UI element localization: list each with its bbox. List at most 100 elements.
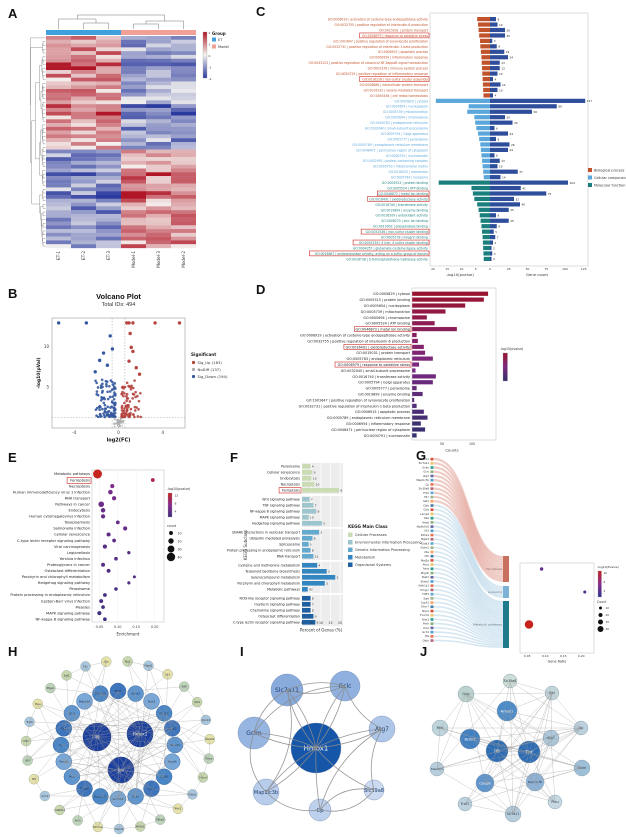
sankey-gene-label: Lamp2 <box>420 512 429 516</box>
group-legend-title: Group <box>212 31 226 36</box>
pathway-label: Peroxisome <box>69 587 90 591</box>
label: 0.15 <box>560 654 567 658</box>
pathway-label: SNARE interactions in vesicular transpor… <box>232 531 301 535</box>
go-term-label: GO:0006954 | inflammatory response <box>370 56 429 60</box>
group-legend-label: Model <box>218 45 229 49</box>
label: 30 <box>514 121 518 125</box>
sankey-flow <box>433 504 504 588</box>
label: 5 <box>310 543 312 547</box>
legend-title: KEGG Main Class <box>348 524 388 529</box>
go-term-label: GO:0016740 | transferase activity <box>375 203 428 207</box>
sankey-gene-label: Sqle <box>423 596 429 600</box>
sankey-gene-label: Shmt2 <box>421 579 430 583</box>
go-term-label: GO:0016491 | oxidoreductase activity <box>346 345 410 349</box>
label: 2 <box>493 257 495 261</box>
go-term-label: GO:0046872 | metal ion binding <box>378 192 428 196</box>
label: 30 <box>178 547 182 551</box>
sankey-gene-label: Aldh1a1 <box>418 584 429 588</box>
pathway-label: Legionellosis <box>67 551 90 555</box>
network-edge <box>315 728 383 749</box>
go-term-label: GO:0032991 | protein-containing complex <box>363 159 428 163</box>
sankey-gene-label: Cp <box>426 482 430 486</box>
panel-label-f: F <box>230 450 238 465</box>
label: 14 <box>502 175 506 179</box>
label: Percent of Genes (%) <box>300 628 343 633</box>
panel-a-left-dendrogram <box>30 37 46 247</box>
label: 25 <box>507 267 511 271</box>
heatmap-column-label: Model-2 <box>181 251 186 268</box>
sankey-gene-label: Fech <box>423 622 429 626</box>
go-term-label: GO:0005789 | endoplasmic reticulum membr… <box>327 416 410 420</box>
pathway-label: Selenocompound metabolism <box>251 576 300 580</box>
label: 75 <box>544 267 548 271</box>
label: 10 <box>499 72 503 76</box>
go-term-label: GO:0015031 | protein transport <box>356 351 410 355</box>
label: Gene count <box>526 272 548 277</box>
go-term-label: GO:0005777 | peroxisome <box>366 387 410 391</box>
sankey-gene-label: Dhcr7 <box>421 605 429 609</box>
network-edge <box>315 685 346 749</box>
colorbar-tick: -2 <box>209 77 212 81</box>
gene-node-label: Hspa5 <box>168 760 177 764</box>
sankey-gene-label: Gsta3 <box>421 541 429 545</box>
pathway-label: Salmonella infection <box>53 527 90 531</box>
panel-c-legend: Biological process Cellular component Mole… <box>588 168 626 188</box>
label: 10 <box>606 606 610 610</box>
sankey-flow <box>433 618 504 640</box>
label: 8 <box>498 17 500 21</box>
pathway-label: Porphyrin and chlorophyll metabolism <box>237 582 300 586</box>
panel-d-go-bars: GO:0005829 | cytosol GO:0005515 | protein… <box>299 287 497 453</box>
sankey-gene-label: Ctsb <box>423 503 429 507</box>
pathway-label: Human cytomegalovirus infection <box>29 515 90 519</box>
go-term-label: GO:0032040 | small-subunit processome <box>365 127 428 131</box>
sankey-flow <box>433 601 504 633</box>
pathway-label: RNA transport <box>65 496 91 500</box>
network-edge <box>265 747 317 793</box>
panel-label-e: E <box>8 450 17 465</box>
label: 3 <box>320 531 322 535</box>
sankey-flow <box>433 589 504 628</box>
sankey-flow <box>433 457 504 559</box>
network-edge <box>253 689 288 734</box>
network-edge <box>319 788 375 811</box>
label: 8 <box>498 137 500 141</box>
sankey-gene-label: Cbs <box>424 550 429 554</box>
heatmap-column-label: ET-2 <box>81 251 86 260</box>
label: 9 <box>498 45 500 49</box>
go-term-label: GO:0032731 | positive regulation of inte… <box>326 45 428 49</box>
go-term-label: GO:0005794 | Golgi apparatus <box>358 381 410 385</box>
group-legend-label: ET <box>218 38 223 42</box>
panel-label-j: J <box>420 644 428 659</box>
pathway-label: C-type lectin receptor signaling pathway <box>17 539 91 543</box>
sankey-gene-label: Mgst1 <box>421 537 429 541</box>
label: 0 <box>117 430 120 435</box>
pathway-label: Endocytosis <box>69 509 91 513</box>
sankey-flow <box>433 639 504 648</box>
label: 10 <box>44 344 50 349</box>
go-term-label: GO:0005694 | chromosome <box>363 316 410 320</box>
label: 0 <box>489 267 491 271</box>
sankey-flow <box>433 635 504 647</box>
label: 25 <box>510 208 514 212</box>
go-term-label: GO:0005524 | ATP binding <box>365 322 410 326</box>
label: 125 <box>581 267 587 271</box>
pathway-label: Necroptosis <box>69 484 90 488</box>
label: 13 <box>501 66 505 70</box>
gene-node-label: Map1lc3b <box>254 790 278 796</box>
sankey-flow <box>433 627 504 643</box>
go-term-label: GO:0008270 | zinc ion binding <box>381 219 428 223</box>
go-term-label: GO:0045454 | cell redox homeostasis <box>370 94 428 98</box>
go-term-label: GO:0015031 | protein transport <box>379 28 429 32</box>
legend-item: Cellular Processes <box>355 533 387 537</box>
label: 8 <box>312 549 314 553</box>
label: 8 <box>340 489 342 493</box>
go-term-label: GO:0048471 | perinuclear region of cytop… <box>356 148 428 152</box>
sankey-flow <box>433 593 504 629</box>
panel-h-edges <box>25 661 210 830</box>
label: 25 <box>510 219 514 223</box>
pathway-label: C-type lectin receptor signaling pathway <box>233 621 300 625</box>
label: 0.20 <box>578 654 585 658</box>
y-axis-label: KEGG Subclass <box>243 530 248 560</box>
